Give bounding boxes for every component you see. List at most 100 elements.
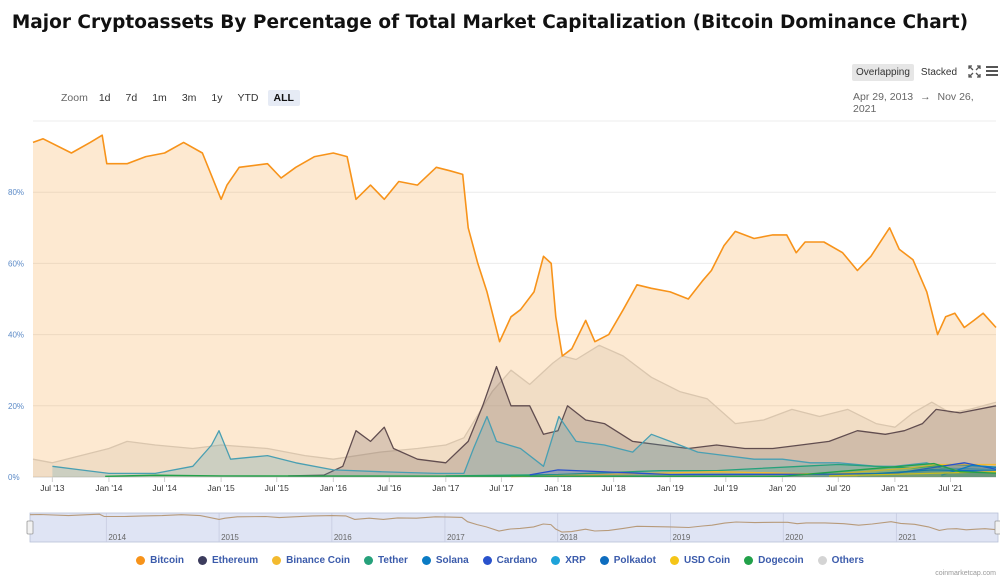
- x-tick-label: Jul '13: [40, 483, 65, 493]
- credit: coinmarketcap.com: [935, 570, 996, 577]
- menu-icon[interactable]: [985, 65, 999, 80]
- zoom-label: Zoom: [61, 92, 88, 104]
- stacked-button[interactable]: Stacked: [920, 67, 958, 78]
- xrp-area: [52, 416, 996, 477]
- chart-title: Major Cryptoassets By Percentage of Tota…: [11, 12, 969, 33]
- navigator-year-label: 2015: [221, 533, 239, 542]
- legend-dot: [136, 556, 146, 565]
- legend-label: Tether: [378, 555, 408, 566]
- legend-dot: [197, 556, 207, 565]
- legend-label: Cardano: [496, 555, 538, 566]
- zoom-1d-button[interactable]: 1d: [98, 92, 111, 104]
- legend: Bitcoin Ethereum Binance Coin Tether Solana C…: [0, 555, 1000, 566]
- navigator-year-label: 2014: [108, 533, 126, 542]
- others-area: [33, 345, 996, 477]
- zoom-controls: Zoom 1d 7d 1m 3m 1y YTD ALL: [61, 90, 303, 106]
- zoom-3m-button[interactable]: 3m: [181, 92, 197, 104]
- legend-dot: [670, 556, 679, 565]
- bitcoin-area: [33, 135, 996, 477]
- zoom-1y-button[interactable]: 1y: [211, 92, 223, 104]
- legend-item-others[interactable]: Others: [817, 555, 864, 566]
- series-layer[interactable]: [32, 134, 997, 478]
- x-tick-label: Jan '19: [657, 483, 684, 493]
- legend-item-usd-coin[interactable]: USD Coin: [670, 555, 730, 566]
- navigator-bitcoin-line: [29, 513, 999, 533]
- legend-label: Binance Coin: [286, 555, 351, 566]
- x-tick-label: Jul '16: [377, 483, 402, 493]
- x-tick-label: Jan '17: [432, 483, 459, 493]
- x-tick-label: Jan '20: [769, 483, 796, 493]
- view-mode-controls: Overlapping Stacked: [852, 64, 999, 81]
- navigator-year-label: 2018: [560, 533, 578, 542]
- legend-label: Polkadot: [613, 555, 656, 566]
- binance-coin-line: [510, 463, 996, 478]
- legend-label: Others: [831, 555, 864, 566]
- x-tick-label: Jul '20: [826, 483, 851, 493]
- date-range: Apr 29, 2013 → Nov 26, 2021: [853, 91, 1000, 115]
- polkadot-line: [857, 469, 997, 476]
- legend-label: Bitcoin: [150, 555, 184, 566]
- navigator-year-label: 2017: [447, 533, 465, 542]
- x-tick-label: Jan '16: [320, 483, 347, 493]
- date-range-to[interactable]: Nov 26, 2021: [853, 91, 974, 115]
- legend-dot: [272, 556, 282, 565]
- legend-dot: [551, 556, 561, 565]
- y-axis-ticks: 0% 20% 40% 60% 80%: [8, 188, 24, 482]
- legend-item-cardano[interactable]: Cardano: [482, 555, 538, 566]
- legend-item-solana[interactable]: Solana: [421, 555, 469, 566]
- bitcoin-line: [32, 134, 997, 357]
- legend-item-tether[interactable]: Tether: [364, 555, 408, 566]
- xrp-line: [52, 415, 997, 475]
- legend-label: USD Coin: [684, 555, 731, 566]
- dogecoin-line: [105, 462, 997, 477]
- others-line: [32, 344, 997, 464]
- zoom-all-button[interactable]: ALL: [267, 90, 300, 106]
- x-tick-label: Jul '17: [489, 483, 514, 493]
- legend-label: XRP: [565, 555, 586, 566]
- legend-label: Dogecoin: [758, 555, 804, 566]
- solana-line: [941, 464, 997, 476]
- y-tick-label: 80%: [8, 188, 24, 197]
- x-tick-label: Jul '15: [265, 483, 290, 493]
- x-axis-ticks: Jul '13 Jan '14 Jul '14 Jan '15 Jul '15 Jan '…: [40, 477, 963, 493]
- legend-label: Solana: [435, 555, 469, 566]
- navigator[interactable]: 2014 2015 2016 2017 2018 2019 2020 2021: [26, 512, 1000, 543]
- zoom-7d-button[interactable]: 7d: [125, 92, 138, 104]
- x-tick-label: Jul '19: [714, 483, 739, 493]
- legend-item-dogecoin[interactable]: Dogecoin: [744, 555, 804, 566]
- legend-item-ethereum[interactable]: Ethereum: [197, 555, 259, 566]
- fullscreen-icon[interactable]: [968, 64, 981, 81]
- y-tick-label: 0%: [8, 473, 20, 482]
- legend-item-bitcoin[interactable]: Bitcoin: [136, 555, 184, 566]
- ethereum-area: [288, 366, 997, 477]
- navigator-handle-left[interactable]: [26, 520, 34, 535]
- overlapping-button[interactable]: Overlapping: [852, 64, 914, 81]
- zoom-ytd-button[interactable]: YTD: [237, 92, 259, 104]
- legend-dot: [482, 556, 492, 565]
- legend-item-xrp[interactable]: XRP: [551, 555, 586, 566]
- navigator-year-label: 2021: [898, 533, 916, 542]
- legend-dot: [364, 556, 374, 565]
- legend-dot: [599, 556, 609, 565]
- zoom-1m-button[interactable]: 1m: [152, 92, 167, 104]
- x-tick-label: Jul '21: [938, 483, 963, 493]
- date-range-arrow: →: [920, 91, 931, 103]
- x-tick-label: Jul '18: [601, 483, 626, 493]
- date-range-from[interactable]: Apr 29, 2013: [853, 91, 914, 103]
- legend-label: Ethereum: [211, 555, 259, 566]
- navigator-handle-right[interactable]: [994, 520, 1000, 535]
- y-tick-label: 60%: [8, 259, 24, 268]
- legend-dot: [817, 556, 827, 565]
- x-tick-label: Jan '14: [95, 483, 122, 493]
- legend-item-binance-coin[interactable]: Binance Coin: [272, 555, 350, 566]
- cardano-line: [529, 462, 997, 476]
- y-tick-label: 20%: [8, 402, 24, 411]
- x-tick-label: Jan '15: [208, 483, 235, 493]
- legend-dot: [421, 556, 431, 565]
- legend-dot: [744, 556, 754, 565]
- y-tick-label: 40%: [8, 331, 24, 340]
- legend-item-polkadot[interactable]: Polkadot: [599, 555, 656, 566]
- ethereum-line: [288, 365, 997, 477]
- navigator-year-label: 2019: [672, 533, 690, 542]
